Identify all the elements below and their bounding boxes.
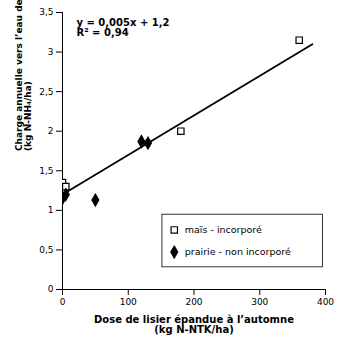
svg-text:prairie - non incorporé: prairie - non incorporé (185, 246, 291, 257)
svg-text:0: 0 (48, 284, 54, 294)
svg-text:300: 300 (251, 297, 268, 307)
svg-text:2,5: 2,5 (39, 87, 53, 97)
svg-text:0,5: 0,5 (39, 245, 53, 255)
svg-text:3,5: 3,5 (39, 7, 53, 17)
svg-text:y = 0,005x + 1,2R² = 0,94: y = 0,005x + 1,2R² = 0,94 (77, 17, 170, 38)
svg-text:2: 2 (48, 126, 54, 136)
svg-text:Charge annuelle vers l’eau de: Charge annuelle vers l’eau de surface(kg… (14, 0, 33, 151)
svg-text:200: 200 (185, 297, 202, 307)
svg-text:3: 3 (48, 47, 54, 57)
svg-text:Dose de lisier épandue à l’aut: Dose de lisier épandue à l’automne(kg N-… (94, 314, 294, 335)
svg-text:maïs - incorporé: maïs - incorporé (185, 224, 262, 235)
svg-text:1: 1 (48, 205, 54, 215)
svg-text:1,5: 1,5 (39, 166, 53, 176)
svg-text:100: 100 (120, 297, 137, 307)
svg-text:0: 0 (60, 297, 66, 307)
svg-text:400: 400 (317, 297, 334, 307)
